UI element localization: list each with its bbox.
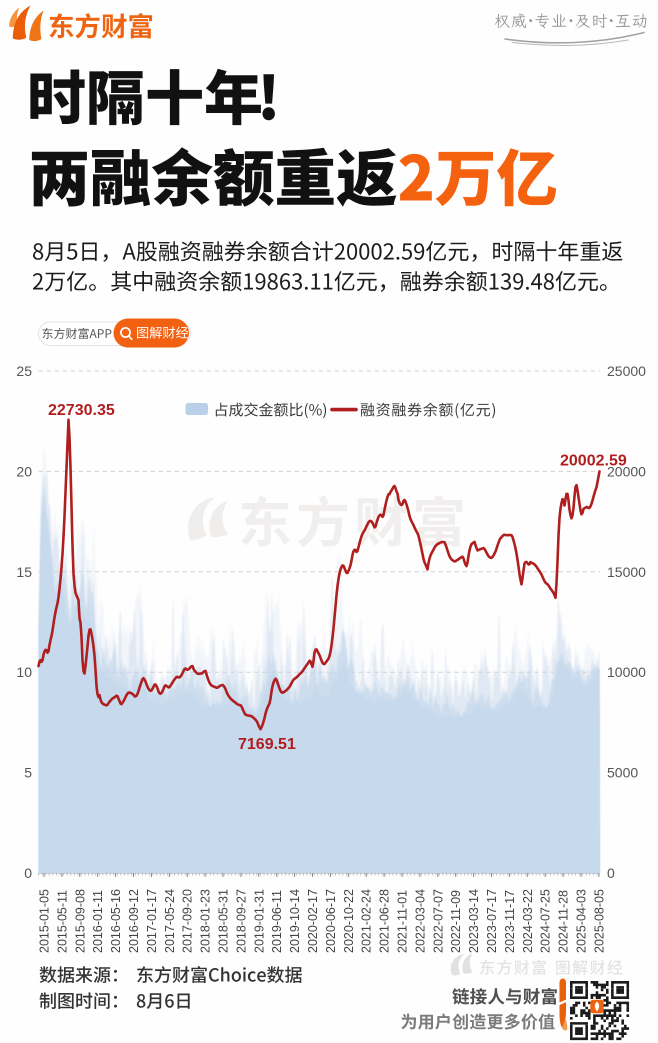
svg-text:20: 20 [16,463,32,479]
svg-text:2015-01-05: 2015-01-05 [38,889,52,953]
svg-text:2023-07-17: 2023-07-17 [485,889,499,953]
svg-text:2023-11-17: 2023-11-17 [503,890,517,953]
svg-text:7169.51: 7169.51 [238,736,296,753]
svg-text:2019-10-14: 2019-10-14 [288,889,302,953]
svg-text:5000: 5000 [607,765,638,781]
svg-text:2016-01-11: 2016-01-11 [91,890,105,953]
svg-text:2021-06-28: 2021-06-28 [378,889,392,953]
svg-text:2019-06-11: 2019-06-11 [270,890,284,953]
svg-text:2018-05-31: 2018-05-31 [217,889,231,953]
svg-text:15: 15 [16,564,32,580]
svg-text:2024-03-22: 2024-03-22 [521,889,535,953]
svg-text:2025-08-05: 2025-08-05 [592,889,606,953]
svg-text:2016-05-16: 2016-05-16 [109,889,123,953]
svg-text:2017-09-20: 2017-09-20 [181,889,195,953]
svg-text:2018-01-23: 2018-01-23 [199,889,213,953]
svg-text:15000: 15000 [607,564,646,580]
svg-text:0: 0 [607,865,615,881]
svg-text:10000: 10000 [607,664,646,680]
svg-text:0: 0 [24,865,32,881]
svg-text:2016-09-12: 2016-09-12 [127,889,141,953]
svg-text:2024-07-25: 2024-07-25 [539,889,553,953]
svg-text:25: 25 [16,363,32,379]
svg-text:2015-05-11: 2015-05-11 [55,890,69,953]
svg-text:2022-03-04: 2022-03-04 [413,889,427,953]
svg-text:22730.35: 22730.35 [48,402,115,419]
svg-text:2019-01-31: 2019-01-31 [252,889,266,953]
svg-text:10: 10 [16,664,32,680]
svg-text:2022-07-07: 2022-07-07 [431,889,445,953]
svg-text:2024-11-28: 2024-11-28 [557,890,571,953]
svg-text:2021-02-24: 2021-02-24 [360,889,374,953]
svg-text:5: 5 [24,765,32,781]
svg-text:2018-09-27: 2018-09-27 [234,889,248,953]
svg-text:2017-05-24: 2017-05-24 [163,889,177,953]
svg-text:2025-04-03: 2025-04-03 [575,889,589,953]
svg-text:20002.59: 20002.59 [560,453,627,470]
svg-text:2020-06-17: 2020-06-17 [324,889,338,953]
svg-text:2015-09-08: 2015-09-08 [73,889,87,953]
svg-text:20000: 20000 [607,463,646,479]
svg-text:2023-03-14: 2023-03-14 [467,889,481,953]
svg-text:2021-11-01: 2021-11-01 [396,890,410,953]
svg-text:2022-11-09: 2022-11-09 [449,890,463,953]
svg-text:2020-02-17: 2020-02-17 [306,889,320,953]
svg-text:2017-01-17: 2017-01-17 [145,889,159,953]
svg-text:2020-10-22: 2020-10-22 [342,889,356,953]
svg-text:25000: 25000 [607,363,646,379]
